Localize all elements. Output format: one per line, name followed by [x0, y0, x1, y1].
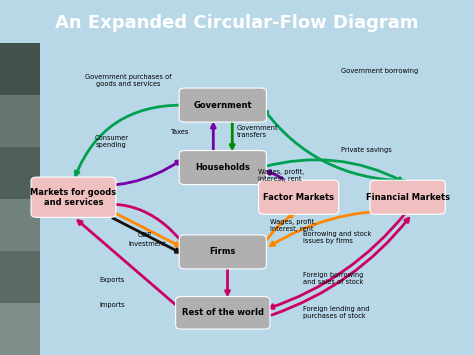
FancyArrowPatch shape [264, 160, 402, 181]
FancyBboxPatch shape [179, 151, 266, 185]
Text: Households: Households [195, 163, 250, 172]
Text: GDP: GDP [137, 232, 152, 238]
Text: Exports: Exports [100, 277, 125, 283]
Text: Private savings: Private savings [341, 147, 392, 153]
FancyBboxPatch shape [259, 180, 338, 214]
FancyArrowPatch shape [271, 211, 400, 246]
Text: Investment: Investment [128, 241, 166, 247]
FancyArrowPatch shape [113, 218, 180, 252]
Text: Consumer
spending: Consumer spending [94, 135, 128, 148]
FancyBboxPatch shape [179, 88, 266, 122]
FancyBboxPatch shape [179, 235, 266, 269]
Text: Firms: Firms [210, 247, 236, 256]
FancyArrowPatch shape [75, 105, 182, 175]
Text: Wages, profit,
interest, rent: Wages, profit, interest, rent [258, 169, 304, 182]
FancyArrowPatch shape [262, 214, 294, 246]
Bar [0, 147, 40, 199]
FancyArrowPatch shape [78, 220, 179, 308]
Text: Factor Markets: Factor Markets [263, 193, 334, 202]
FancyBboxPatch shape [175, 296, 270, 329]
Text: Government
transfers: Government transfers [237, 125, 279, 138]
Text: An Expanded Circular-Flow Diagram: An Expanded Circular-Flow Diagram [55, 14, 419, 32]
Text: Government: Government [193, 100, 252, 110]
FancyArrowPatch shape [226, 268, 229, 294]
Bar [0, 95, 40, 147]
FancyArrowPatch shape [264, 110, 405, 181]
Text: Taxes: Taxes [171, 129, 190, 135]
FancyArrowPatch shape [230, 121, 234, 148]
Text: Financial Markets: Financial Markets [365, 193, 450, 202]
FancyArrowPatch shape [266, 171, 287, 182]
Bar [0, 43, 40, 355]
FancyArrowPatch shape [272, 218, 409, 315]
Bar [0, 43, 40, 95]
Bar [0, 199, 40, 251]
Text: Rest of the world: Rest of the world [182, 308, 264, 317]
Bar [0, 251, 40, 303]
FancyArrowPatch shape [270, 213, 406, 308]
FancyArrowPatch shape [76, 161, 180, 186]
FancyBboxPatch shape [31, 177, 116, 217]
Bar [0, 303, 40, 355]
FancyBboxPatch shape [370, 180, 445, 214]
FancyArrowPatch shape [211, 124, 215, 152]
Text: Government purchases of
goods and services: Government purchases of goods and servic… [85, 73, 171, 87]
Text: Foreign lending and
purchases of stock: Foreign lending and purchases of stock [303, 306, 370, 320]
Text: Foreign borrowing
and sales of stock: Foreign borrowing and sales of stock [303, 272, 364, 285]
Text: Wages, profit,
interest, rent: Wages, profit, interest, rent [270, 219, 316, 232]
FancyArrowPatch shape [113, 212, 180, 246]
Text: Government borrowing: Government borrowing [341, 68, 419, 74]
Text: Markets for goods
and services: Markets for goods and services [30, 187, 117, 207]
Text: Imports: Imports [100, 302, 125, 308]
Text: Borrowing and stock
issues by firms: Borrowing and stock issues by firms [303, 231, 372, 244]
FancyArrowPatch shape [79, 204, 183, 244]
